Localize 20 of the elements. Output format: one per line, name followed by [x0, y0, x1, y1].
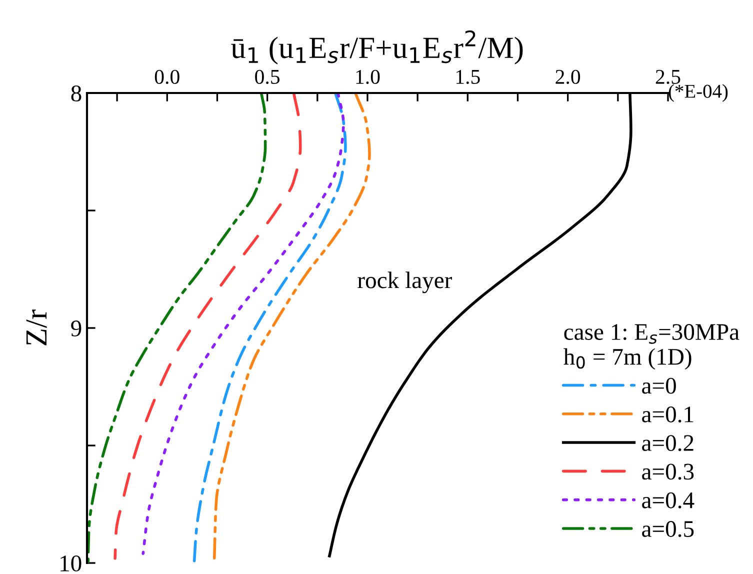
x-tick-label: 2.0 [556, 70, 580, 84]
legend-label: a=0 [642, 378, 676, 394]
legend-label: a=0.1 [642, 406, 694, 422]
x-tick-label: 1.0 [356, 70, 380, 84]
x-tick-label: 1.5 [456, 70, 480, 84]
legend-label: a=0.5 [642, 521, 694, 538]
y-tick-label: 9 [71, 320, 82, 336]
legend-label: a=0.3 [642, 464, 694, 480]
legend-label: a=0.2 [642, 435, 694, 452]
y-axis-title: Z/r [26, 310, 47, 346]
text: (*E-04) [668, 84, 728, 102]
y-tick-label: 10 [60, 555, 82, 572]
x-tick-label: 0.0 [154, 70, 180, 84]
legend-label: a=0.4 [642, 492, 694, 508]
text: ū$_{1}$ (u$_{1}$E$_{s}$r/F+u$_{1}$E$_{s}$r$^{2}$/M) [231, 30, 523, 64]
annotation: rock layer [358, 272, 452, 294]
text: case 1: E$_{s}$=30MPa h$_{0}$ = 7m (1D) [564, 324, 740, 370]
y-tick-label: 8 [71, 85, 82, 102]
x-tick-label: 2.5 [656, 70, 680, 84]
x-tick-label: 0.5 [255, 70, 280, 84]
